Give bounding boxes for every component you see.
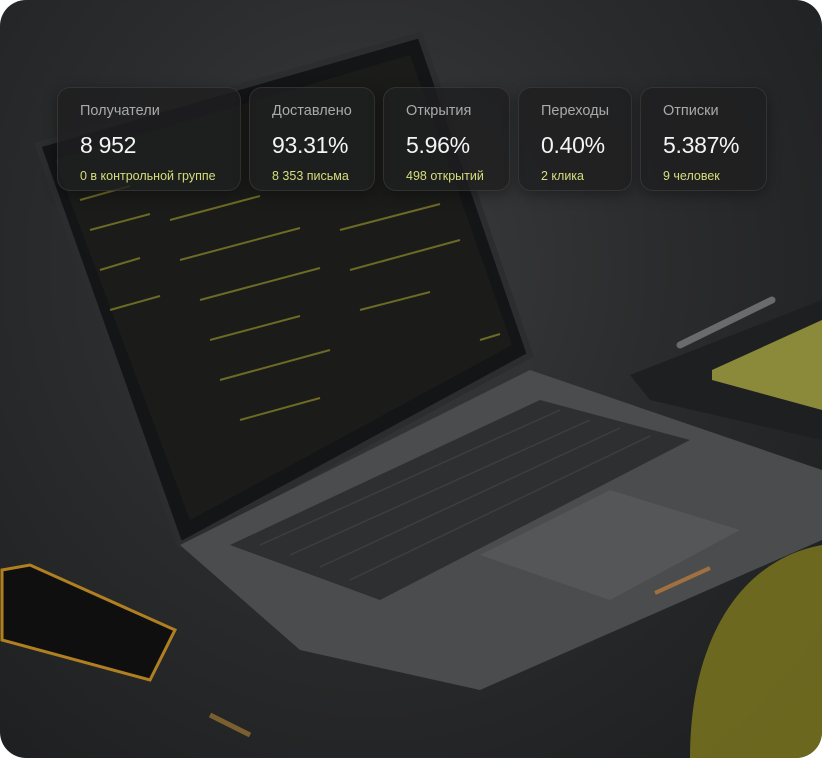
phone [0,563,178,682]
stat-value: 5.387% [663,132,740,158]
trackpad [480,490,740,600]
stat-label: Открытия [406,103,472,119]
stat-label: Переходы [541,103,610,119]
stat-value: 93.31% [272,132,349,158]
stat-sub: 8 353 письма [272,169,349,183]
stat-card-clicks: Переходы 0.40% 2 клика [518,87,632,191]
stat-sub: 498 открытий [406,169,484,183]
stat-card-opens: Открытия 5.96% 498 открытий [383,87,510,191]
keyboard-keys [259,409,651,581]
stat-sub: 2 клика [541,169,585,183]
stat-card-recipients: Получатели 8 952 0 в контрольной группе [57,87,241,191]
notebook-yellow [712,320,822,410]
yellow-sleeve [690,545,822,758]
stat-sub: 0 в контрольной группе [80,169,216,183]
stat-value: 5.96% [406,132,470,158]
stat-value: 8 952 [80,132,137,158]
stat-card-unsubscribes: Отписки 5.387% 9 человек [640,87,767,191]
keyboard [230,400,690,600]
stat-card-delivered: Доставлено 93.31% 8 353 письма [249,87,375,191]
stat-label: Доставлено [272,103,352,119]
pen [676,296,776,349]
pencil [208,712,252,738]
laptop-hinge-accent [654,566,711,595]
stat-value: 0.40% [541,132,605,158]
stat-label: Получатели [80,103,160,119]
stat-sub: 9 человек [663,169,720,183]
stat-label: Отписки [663,103,719,119]
